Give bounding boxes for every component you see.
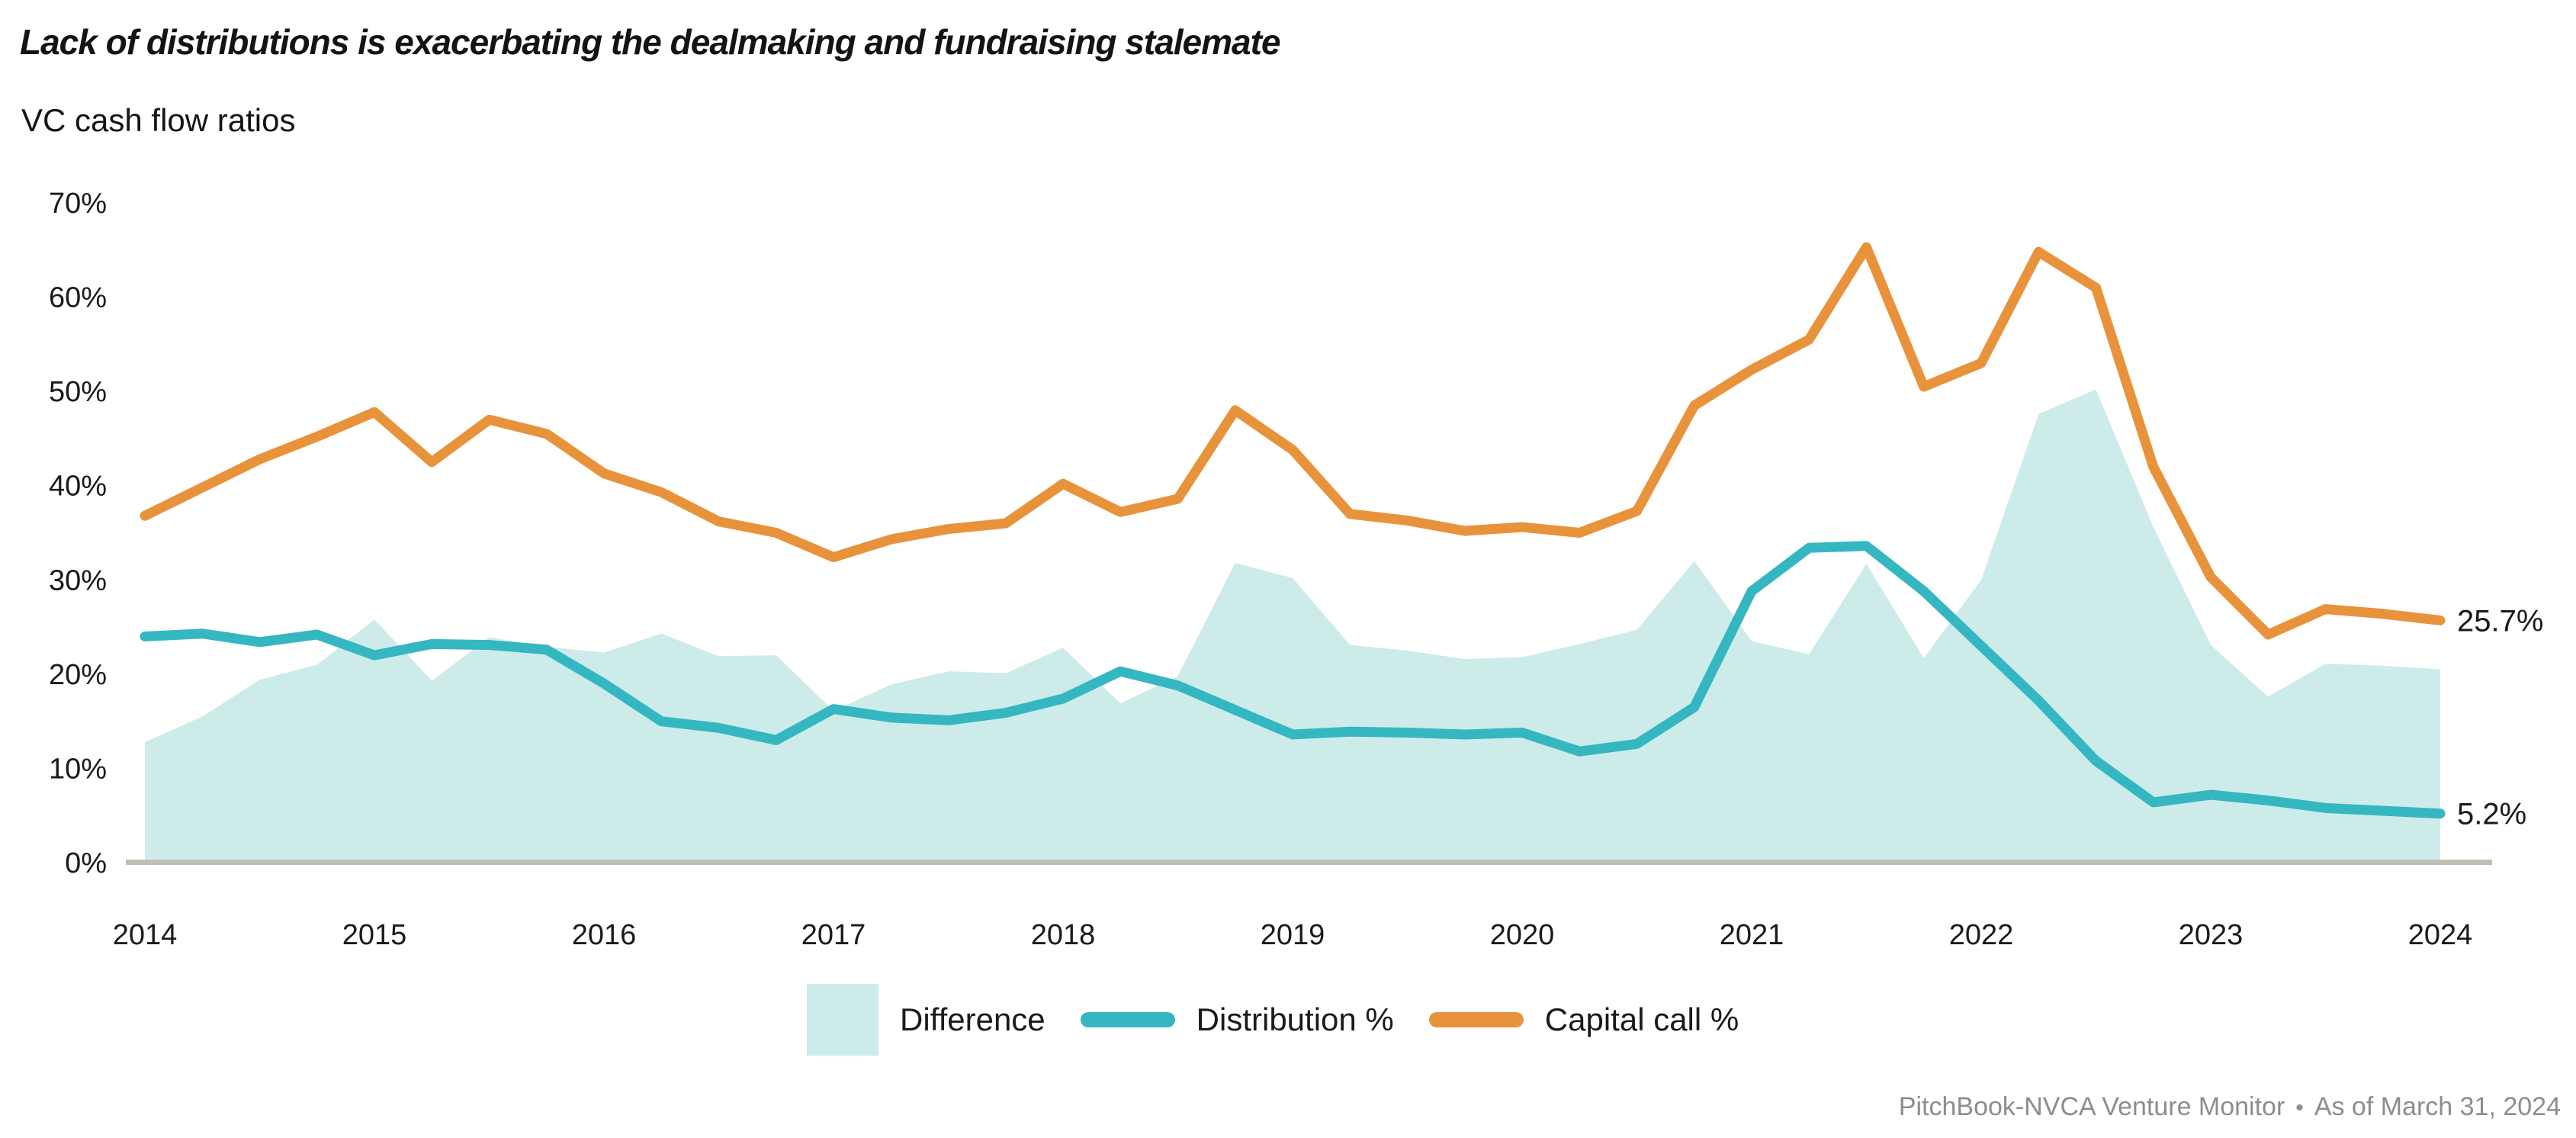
y-axis-tick-label: 20% [49, 659, 107, 691]
as-of-text: As of March 31, 2024 [2314, 1092, 2561, 1121]
legend-label-capital-call: Capital call % [1544, 1001, 1739, 1037]
end-value-label: 5.2% [2457, 798, 2526, 831]
difference-area [145, 389, 2440, 862]
x-axis-tick-label: 2018 [1031, 919, 1096, 951]
distribution-swatch-icon [1080, 1012, 1175, 1027]
x-axis-tick-label: 2021 [1720, 919, 1784, 951]
x-axis-tick-label: 2017 [801, 919, 866, 951]
x-axis-tick-label: 2014 [113, 919, 178, 951]
x-axis-tick-label: 2016 [572, 919, 637, 951]
source-text: PitchBook-NVCA Venture Monitor [1898, 1092, 2285, 1121]
y-axis-tick-label: 30% [49, 564, 107, 596]
source-attribution: PitchBook-NVCA Venture Monitor • As of Mar… [1899, 1092, 2561, 1122]
legend-item-distribution: Distribution % [1080, 1001, 1394, 1038]
distribution-line [140, 541, 2446, 819]
chart-legend: Difference Distribution % Capital call % [807, 984, 1739, 1056]
page-title: Lack of distributions is exacerbating th… [20, 22, 1281, 62]
x-axis-tick-label: 2023 [2179, 919, 2244, 951]
legend-label-distribution: Distribution % [1196, 1001, 1394, 1037]
x-axis-tick-label: 2020 [1490, 919, 1555, 951]
x-axis-tick-label: 2024 [2408, 919, 2473, 951]
separator-bullet: • [2295, 1095, 2304, 1120]
x-axis-tick-label: 2019 [1261, 919, 1325, 951]
y-axis-tick-label: 40% [49, 471, 107, 503]
end-value-label: 25.7% [2457, 604, 2543, 638]
chart-subtitle: VC cash flow ratios [21, 102, 296, 138]
capital-call-line [140, 242, 2446, 640]
x-axis-tick-label: 2022 [1949, 919, 2014, 951]
x-axis-tick-label: 2015 [342, 919, 407, 951]
legend-label-difference: Difference [900, 1001, 1045, 1037]
y-axis-tick-label: 50% [49, 376, 107, 408]
legend-item-difference: Difference [807, 984, 1045, 1056]
y-axis-tick-label: 0% [65, 847, 107, 879]
capital-call-swatch-icon [1428, 1012, 1524, 1027]
x-axis-baseline [126, 860, 2492, 865]
y-axis-tick-label: 70% [49, 188, 107, 220]
difference-swatch-icon [807, 984, 878, 1056]
legend-item-capital-call: Capital call % [1428, 1001, 1739, 1038]
y-axis-tick-label: 60% [49, 282, 107, 314]
y-axis-tick-label: 10% [49, 753, 107, 785]
